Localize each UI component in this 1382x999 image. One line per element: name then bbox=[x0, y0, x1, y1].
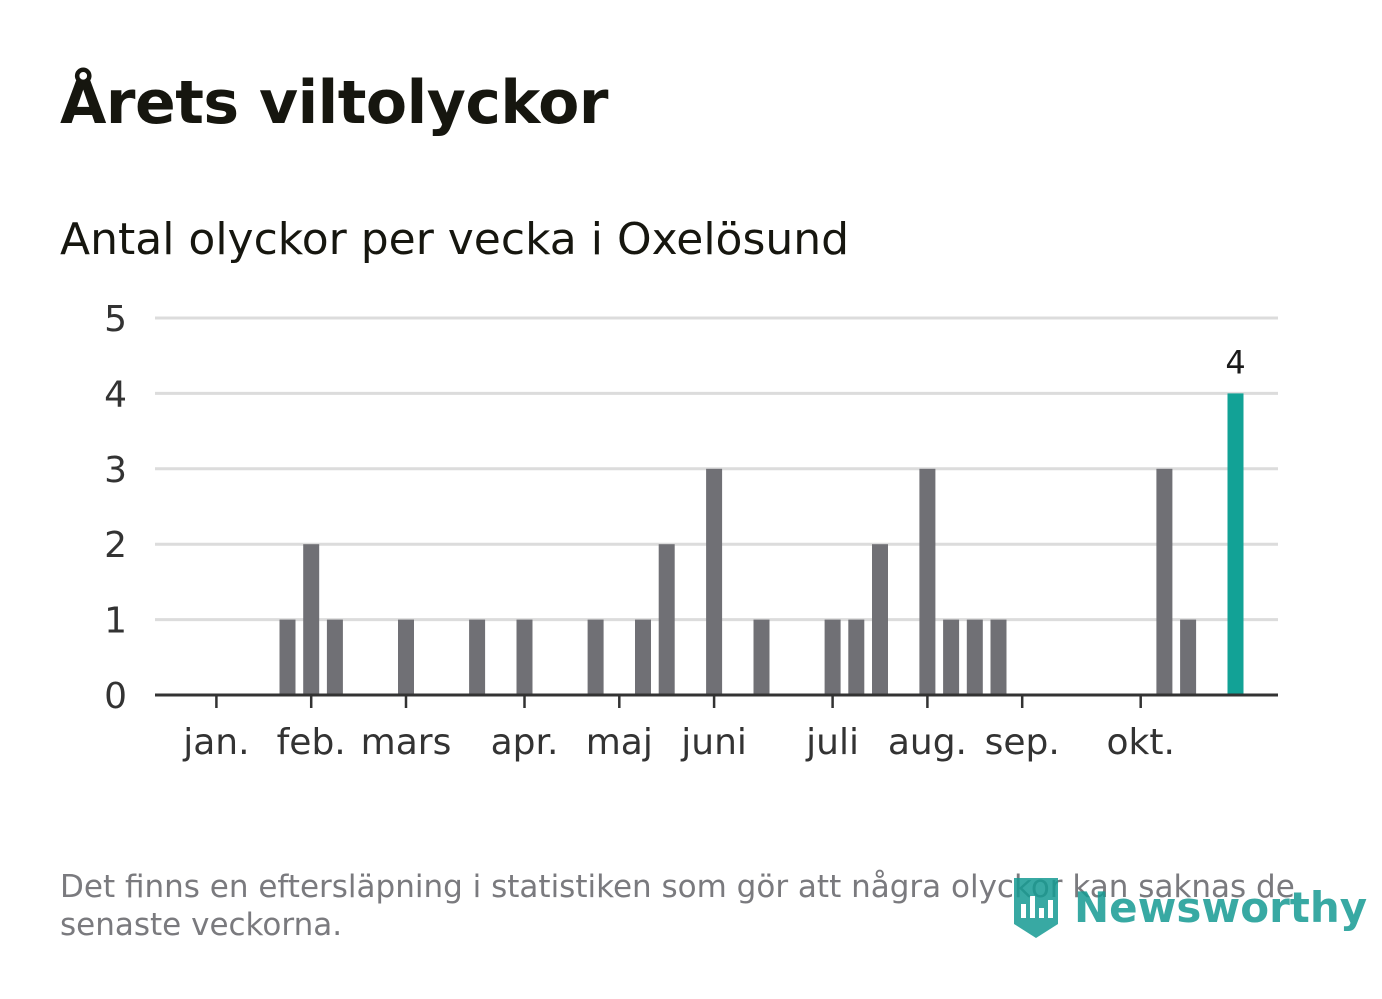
bar bbox=[706, 468, 723, 695]
y-axis-ticks: 0 1 2 3 4 5 bbox=[104, 299, 127, 717]
y-tick-label: 5 bbox=[104, 299, 127, 340]
bar bbox=[279, 619, 296, 695]
x-tick-label: okt. bbox=[1106, 722, 1174, 763]
y-tick-label: 2 bbox=[104, 525, 127, 566]
x-tick-label: aug. bbox=[888, 722, 967, 763]
bar-highlight bbox=[1227, 393, 1244, 695]
x-axis-ticks: jan. feb. mars apr. maj juni juli aug. sep. okt. bbox=[182, 695, 1175, 763]
chart-title: Årets viltolyckor bbox=[60, 68, 609, 138]
y-tick-label: 3 bbox=[104, 450, 127, 491]
bar bbox=[516, 619, 533, 695]
y-tick-label: 1 bbox=[104, 601, 127, 642]
x-tick-label: juli bbox=[805, 722, 859, 763]
x-tick-label: feb. bbox=[277, 722, 346, 763]
bar bbox=[303, 544, 320, 695]
bar bbox=[635, 619, 651, 695]
bar bbox=[658, 544, 675, 695]
bar bbox=[943, 619, 960, 695]
x-tick-label: sep. bbox=[985, 722, 1060, 763]
bar bbox=[469, 619, 486, 695]
data-labels: 4 bbox=[1225, 343, 1245, 381]
y-tick-label: 0 bbox=[104, 676, 127, 717]
bar bbox=[398, 619, 414, 695]
chart-subtitle: Antal olyckor per vecka i Oxelösund bbox=[60, 214, 850, 265]
bar bbox=[872, 544, 888, 695]
bar-chart: 0 1 2 3 4 5 jan. feb. mars apr. maj juni juli aug. se… bbox=[104, 299, 1278, 763]
bar bbox=[326, 619, 343, 695]
data-label: 4 bbox=[1225, 343, 1245, 381]
bar bbox=[753, 619, 770, 695]
footnote: Det finns en eftersläpning i statistiken… bbox=[60, 869, 1295, 943]
brand-logo: Newsworthy bbox=[1010, 872, 1367, 942]
y-tick-label: 4 bbox=[104, 374, 127, 415]
x-tick-label: juni bbox=[680, 722, 747, 763]
bar bbox=[1156, 468, 1173, 695]
bar bbox=[919, 468, 936, 695]
bars bbox=[279, 393, 1244, 695]
bar bbox=[966, 619, 983, 695]
newsworthy-logo-icon bbox=[1014, 878, 1058, 938]
x-tick-label: jan. bbox=[182, 722, 249, 763]
bar bbox=[990, 619, 1007, 695]
bar bbox=[1180, 619, 1197, 695]
brand-name: Newsworthy bbox=[1074, 882, 1368, 932]
bar bbox=[848, 619, 865, 695]
bar bbox=[824, 619, 841, 695]
x-tick-label: maj bbox=[586, 722, 653, 763]
x-tick-label: mars bbox=[361, 722, 452, 763]
bar bbox=[587, 619, 604, 695]
x-tick-label: apr. bbox=[491, 722, 559, 763]
